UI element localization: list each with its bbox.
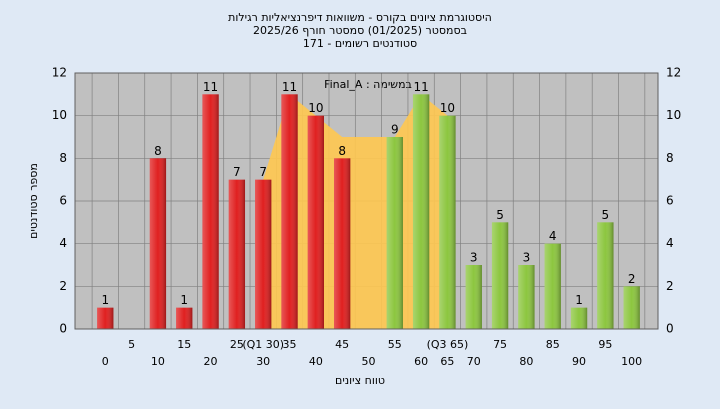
x-tick-label: 20 bbox=[204, 355, 218, 368]
y-tick-label: 0 bbox=[59, 322, 67, 336]
x-tick-label: 0 bbox=[102, 355, 109, 368]
bar-shade bbox=[544, 243, 561, 329]
bar-shade bbox=[255, 179, 272, 329]
x-tick-label: 80 bbox=[519, 355, 533, 368]
title-line: היסטוגרמת ציונים בקורס - משוואות דיפרנצי… bbox=[228, 11, 492, 24]
bar-shade bbox=[228, 179, 246, 329]
y-tick-label: 12 bbox=[52, 66, 67, 80]
y-axis-label: מספר סטודנטים bbox=[27, 163, 40, 239]
data-label: 5 bbox=[602, 208, 610, 222]
x-tick-label: 45 bbox=[335, 338, 349, 351]
y-tick-label: 4 bbox=[59, 236, 67, 250]
bar-shade bbox=[518, 265, 535, 329]
bar-shade bbox=[149, 158, 167, 329]
data-label: 5 bbox=[496, 208, 504, 222]
plot-border bbox=[74, 72, 659, 330]
x-tick-label: 35 bbox=[283, 338, 297, 351]
x-tick-label: 70 bbox=[467, 355, 481, 368]
y2-tick-label: 12 bbox=[666, 66, 681, 80]
x-tick-label: 60 bbox=[414, 355, 428, 368]
data-label: 2 bbox=[628, 272, 636, 286]
data-label: 7 bbox=[233, 165, 241, 179]
title-line: סטודנטים רשומים - 171 bbox=[303, 37, 417, 50]
bar-shade bbox=[570, 307, 588, 329]
x-tick-label: 85 bbox=[546, 338, 560, 351]
quartile-label: (Q1 30) bbox=[242, 338, 284, 351]
y-tick-label: 8 bbox=[59, 151, 67, 165]
data-label: 8 bbox=[154, 144, 162, 158]
y-tick-label: 10 bbox=[52, 108, 67, 122]
data-label: 9 bbox=[391, 123, 399, 137]
bar-shade bbox=[412, 94, 430, 329]
x-tick-label: 15 bbox=[177, 338, 191, 351]
x-tick-label: 65 bbox=[440, 355, 454, 368]
x-tick-label: 90 bbox=[572, 355, 586, 368]
bar-shade bbox=[386, 137, 403, 329]
x-axis-label: טווח ציונים bbox=[335, 374, 385, 387]
y2-tick-label: 2 bbox=[666, 279, 674, 293]
x-tick-label: 5 bbox=[128, 338, 135, 351]
bar-shade bbox=[465, 265, 482, 329]
x-tick-label: 50 bbox=[361, 355, 375, 368]
title-line: בסמסטר (01/2025) סמסטר חורף 2025/26 bbox=[253, 24, 467, 37]
y2-tick-label: 0 bbox=[666, 322, 674, 336]
data-label: 1 bbox=[180, 293, 188, 307]
data-label: 3 bbox=[523, 251, 531, 265]
bar-shade bbox=[97, 307, 114, 329]
data-label: 11 bbox=[413, 80, 428, 94]
x-tick-label: 75 bbox=[493, 338, 507, 351]
x-tick-label: 40 bbox=[309, 355, 323, 368]
bar-shade bbox=[623, 286, 640, 329]
annotation: במשימה : Final_A bbox=[324, 78, 412, 91]
data-label: 7 bbox=[259, 165, 267, 179]
y2-tick-label: 4 bbox=[666, 236, 674, 250]
x-tick-label: 25 bbox=[230, 338, 244, 351]
y-tick-label: 6 bbox=[59, 194, 67, 208]
data-label: 11 bbox=[203, 80, 218, 94]
data-label: 11 bbox=[282, 80, 297, 94]
quartile-label: (Q3 65) bbox=[427, 338, 469, 351]
x-tick-label: 10 bbox=[151, 355, 165, 368]
x-tick-label: 55 bbox=[388, 338, 402, 351]
x-tick-label: 30 bbox=[256, 355, 270, 368]
bar-shade bbox=[491, 222, 509, 329]
y-tick-label: 2 bbox=[59, 279, 67, 293]
x-tick-label: 95 bbox=[598, 338, 612, 351]
bar-shade bbox=[307, 115, 324, 330]
bar-shade bbox=[281, 94, 298, 329]
x-tick-label: 100 bbox=[621, 355, 642, 368]
y2-tick-label: 8 bbox=[666, 151, 674, 165]
bar-shade bbox=[597, 222, 614, 329]
bar-shade bbox=[176, 307, 193, 329]
y2-tick-label: 6 bbox=[666, 194, 674, 208]
data-label: 10 bbox=[440, 101, 455, 115]
bar-shade bbox=[202, 94, 219, 329]
data-label: 3 bbox=[470, 251, 478, 265]
data-label: 1 bbox=[575, 293, 583, 307]
bar-shade bbox=[439, 115, 456, 330]
data-label: 4 bbox=[549, 229, 557, 243]
data-label: 8 bbox=[338, 144, 346, 158]
data-label: 1 bbox=[101, 293, 109, 307]
y2-tick-label: 10 bbox=[666, 108, 681, 122]
bar-shade bbox=[333, 158, 351, 329]
data-label: 10 bbox=[308, 101, 323, 115]
